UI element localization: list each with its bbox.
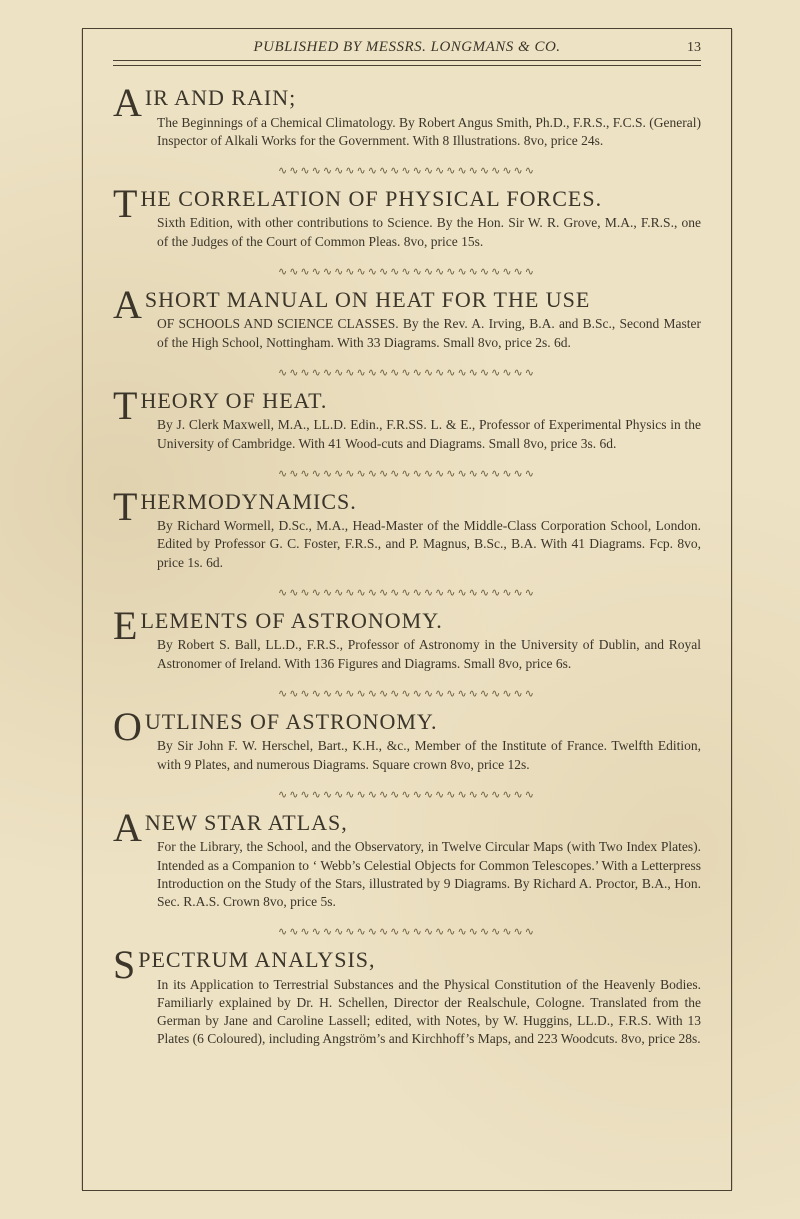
section-ornament: ∿∿∿∿∿∿∿∿∿∿∿∿∿∿∿∿∿∿∿∿∿∿∿ xyxy=(113,366,701,379)
entry-title-text: SHORT MANUAL ON HEAT FOR THE USE xyxy=(145,287,590,312)
entry-title: A NEW STAR ATLAS, xyxy=(113,809,701,837)
entry-title: THE CORRELATION OF PHYSICAL FORCES. xyxy=(113,185,701,213)
entry-title: SPECTRUM ANALYSIS, xyxy=(113,946,701,974)
entry-title: AIR AND RAIN; xyxy=(113,84,701,112)
dropcap: A xyxy=(113,811,143,845)
dropcap: S xyxy=(113,948,136,982)
catalogue-entry: THERMODYNAMICS.By Richard Wormell, D.Sc.… xyxy=(113,488,701,572)
running-head: PUBLISHED BY MESSRS. LONGMANS & CO. 13 xyxy=(113,39,701,61)
entry-body: By J. Clerk Maxwell, M.A., LL.D. Edin., … xyxy=(157,416,701,452)
entry-title-text: HERMODYNAMICS. xyxy=(140,489,356,514)
entry-title-text: IR AND RAIN; xyxy=(145,85,296,110)
entry-title-text: LEMENTS OF ASTRONOMY. xyxy=(140,608,442,633)
dropcap: A xyxy=(113,288,143,322)
section-ornament: ∿∿∿∿∿∿∿∿∿∿∿∿∿∿∿∿∿∿∿∿∿∿∿ xyxy=(113,164,701,177)
catalogue-entry: AIR AND RAIN;The Beginnings of a Chemica… xyxy=(113,84,701,150)
dropcap: O xyxy=(113,710,143,744)
catalogue-entry: ELEMENTS OF ASTRONOMY.By Robert S. Ball,… xyxy=(113,607,701,673)
entry-title: ELEMENTS OF ASTRONOMY. xyxy=(113,607,701,635)
catalogue-entry: OUTLINES OF ASTRONOMY.By Sir John F. W. … xyxy=(113,708,701,774)
running-head-page-number: 13 xyxy=(671,40,701,56)
section-ornament: ∿∿∿∿∿∿∿∿∿∿∿∿∿∿∿∿∿∿∿∿∿∿∿ xyxy=(113,265,701,278)
section-ornament: ∿∿∿∿∿∿∿∿∿∿∿∿∿∿∿∿∿∿∿∿∿∿∿ xyxy=(113,586,701,599)
entry-body: Sixth Edition, with other contributions … xyxy=(157,214,701,250)
entry-body: In its Application to Terrestrial Substa… xyxy=(157,976,701,1049)
entry-title: A SHORT MANUAL ON HEAT FOR THE USE xyxy=(113,286,701,314)
catalogue-entry: SPECTRUM ANALYSIS,In its Application to … xyxy=(113,946,701,1048)
entry-body: By Sir John F. W. Herschel, Bart., K.H.,… xyxy=(157,737,701,773)
dropcap: T xyxy=(113,187,138,221)
entry-title-text: HE CORRELATION OF PHYSICAL FORCES. xyxy=(140,186,602,211)
dropcap: E xyxy=(113,609,138,643)
dropcap: T xyxy=(113,389,138,423)
entry-body: By Richard Wormell, D.Sc., M.A., Head-Ma… xyxy=(157,517,701,572)
entry-title-text: UTLINES OF ASTRONOMY. xyxy=(145,709,438,734)
section-ornament: ∿∿∿∿∿∿∿∿∿∿∿∿∿∿∿∿∿∿∿∿∿∿∿ xyxy=(113,925,701,938)
dropcap: A xyxy=(113,86,143,120)
entry-title-text: PECTRUM ANALYSIS, xyxy=(138,947,375,972)
header-rule xyxy=(113,65,701,66)
entry-title-text: NEW STAR ATLAS, xyxy=(145,810,348,835)
dropcap: T xyxy=(113,490,138,524)
catalogue-entry: THE CORRELATION OF PHYSICAL FORCES.Sixth… xyxy=(113,185,701,251)
entry-body: OF SCHOOLS AND SCIENCE CLASSES. By the R… xyxy=(157,315,701,351)
entry-title-text: HEORY OF HEAT. xyxy=(140,388,327,413)
section-ornament: ∿∿∿∿∿∿∿∿∿∿∿∿∿∿∿∿∿∿∿∿∿∿∿ xyxy=(113,687,701,700)
page-frame: PUBLISHED BY MESSRS. LONGMANS & CO. 13 A… xyxy=(82,28,732,1191)
entry-body: The Beginnings of a Chemical Climatology… xyxy=(157,114,701,150)
section-ornament: ∿∿∿∿∿∿∿∿∿∿∿∿∿∿∿∿∿∿∿∿∿∿∿ xyxy=(113,467,701,480)
section-ornament: ∿∿∿∿∿∿∿∿∿∿∿∿∿∿∿∿∿∿∿∿∿∿∿ xyxy=(113,788,701,801)
entry-title: OUTLINES OF ASTRONOMY. xyxy=(113,708,701,736)
running-head-title: PUBLISHED BY MESSRS. LONGMANS & CO. xyxy=(143,39,671,56)
catalogue-entry: A NEW STAR ATLAS,For the Library, the Sc… xyxy=(113,809,701,911)
entry-title: THEORY OF HEAT. xyxy=(113,387,701,415)
entry-title: THERMODYNAMICS. xyxy=(113,488,701,516)
entry-body: For the Library, the School, and the Obs… xyxy=(157,838,701,911)
entry-body: By Robert S. Ball, LL.D., F.R.S., Profes… xyxy=(157,636,701,672)
catalogue-entry: A SHORT MANUAL ON HEAT FOR THE USEOF SCH… xyxy=(113,286,701,352)
catalogue-entry: THEORY OF HEAT.By J. Clerk Maxwell, M.A.… xyxy=(113,387,701,453)
catalogue-entries: AIR AND RAIN;The Beginnings of a Chemica… xyxy=(113,84,701,1049)
